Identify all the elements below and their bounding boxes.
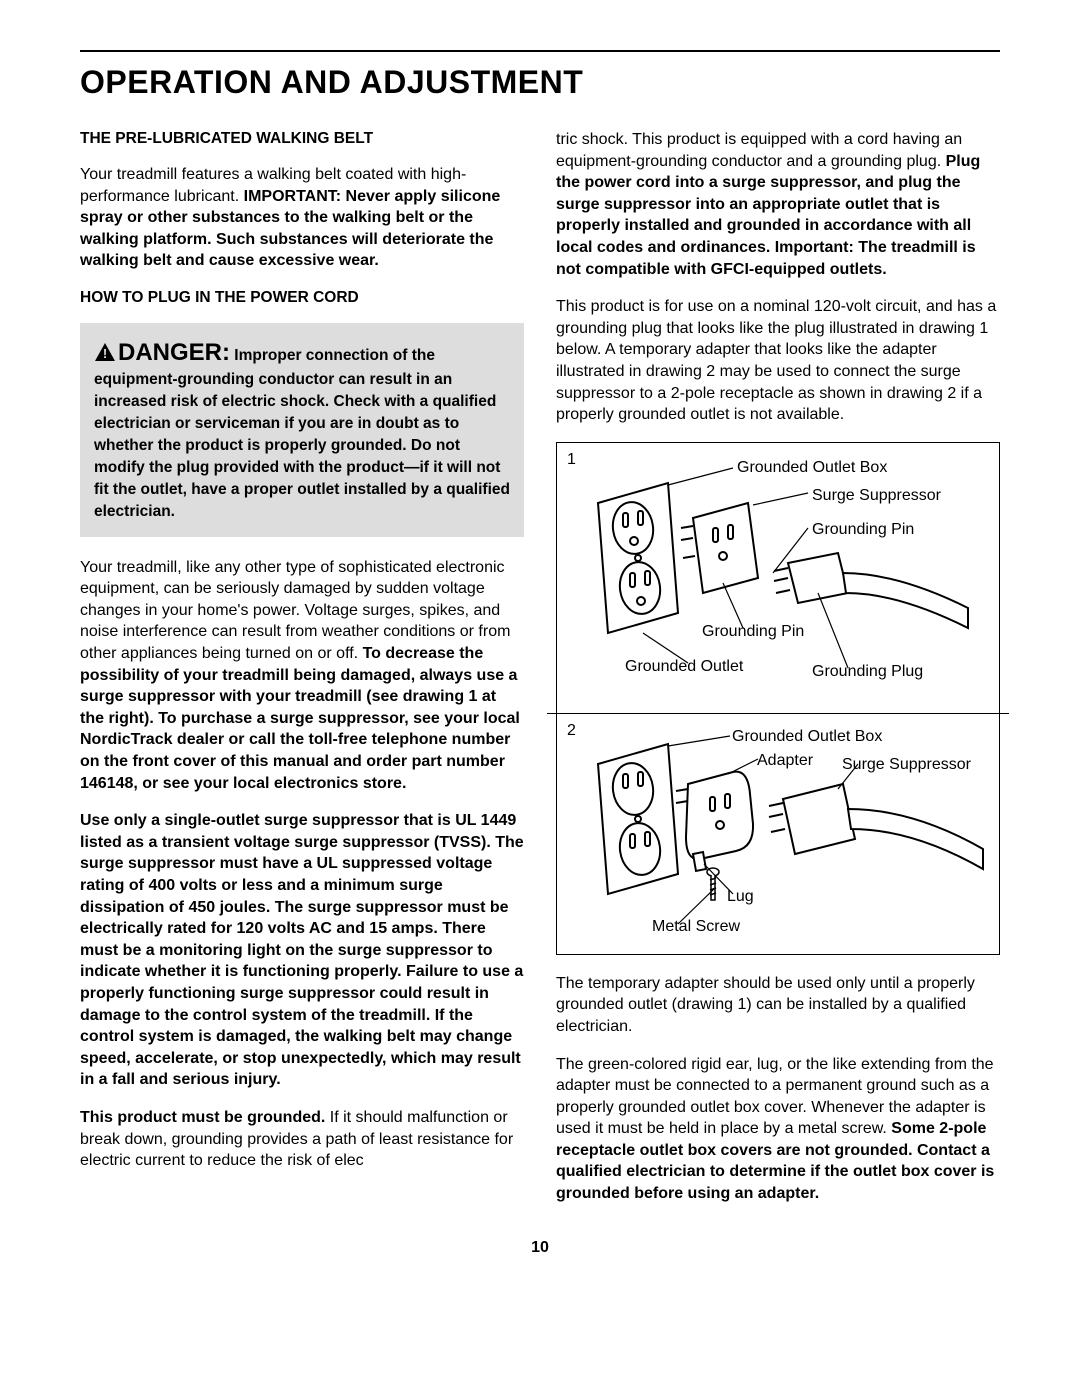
figure-number: 2 — [567, 720, 576, 742]
danger-label: DANGER: — [118, 339, 230, 366]
paragraph: This product must be grounded. If it sho… — [80, 1107, 524, 1172]
paragraph: Your treadmill, like any other type of s… — [80, 557, 524, 795]
paragraph: The temporary adapter should be used onl… — [556, 973, 1000, 1038]
drawing-1: 1 — [557, 443, 999, 713]
text: This product is for use on a nominal 120… — [556, 298, 996, 423]
label: Surge Suppressor — [842, 754, 971, 776]
paragraph: The green-colored rigid ear, lug, or the… — [556, 1054, 1000, 1205]
drawing-2: 2 — [557, 714, 999, 954]
drawing-1-svg — [557, 443, 999, 713]
label: Grounded Outlet Box — [737, 457, 887, 479]
label: Metal Screw — [652, 916, 740, 938]
subheading-belt: THE PRE-LUBRICATED WALKING BELT — [80, 129, 524, 150]
figure-box: 1 — [556, 442, 1000, 955]
label: Grounding Pin — [812, 519, 914, 541]
warning-icon: ! — [94, 342, 116, 369]
label: Grounded Outlet Box — [732, 726, 882, 748]
bold-text: To decrease the possibility of your trea… — [80, 645, 520, 792]
subheading-powercord: HOW TO PLUG IN THE POWER CORD — [80, 288, 524, 309]
bold-text: Use only a single-outlet surge suppresso… — [80, 812, 524, 1088]
paragraph: This product is for use on a nominal 120… — [556, 296, 1000, 426]
svg-text:!: ! — [103, 346, 107, 361]
text: The temporary adapter should be used onl… — [556, 975, 975, 1035]
two-column-layout: THE PRE-LUBRICATED WALKING BELT Your tre… — [80, 129, 1000, 1205]
figure-number: 1 — [567, 449, 576, 471]
label: Grounded Outlet — [625, 656, 743, 678]
page-title: OPERATION AND ADJUSTMENT — [80, 64, 1000, 101]
horizontal-rule — [80, 50, 1000, 52]
paragraph: Use only a single-outlet surge suppresso… — [80, 810, 524, 1091]
right-column: tric shock. This product is equipped wit… — [556, 129, 1000, 1205]
left-column: THE PRE-LUBRICATED WALKING BELT Your tre… — [80, 129, 524, 1205]
page-number: 10 — [80, 1239, 1000, 1257]
label: Grounding Plug — [812, 661, 923, 683]
paragraph: Your treadmill features a walking belt c… — [80, 164, 524, 272]
bold-text: Plug the power cord into a surge suppres… — [556, 153, 980, 278]
danger-text: Improper connection of the equipment-gro… — [94, 347, 510, 520]
label: Surge Suppressor — [812, 485, 941, 507]
label: Lug — [727, 886, 754, 908]
danger-callout: ! DANGER: Improper connection of the equ… — [80, 323, 524, 537]
text: tric shock. This product is equipped wit… — [556, 131, 962, 170]
label: Adapter — [757, 750, 813, 772]
paragraph: tric shock. This product is equipped wit… — [556, 129, 1000, 280]
bold-text: This product must be grounded. — [80, 1109, 325, 1126]
label: Grounding Pin — [702, 621, 804, 643]
